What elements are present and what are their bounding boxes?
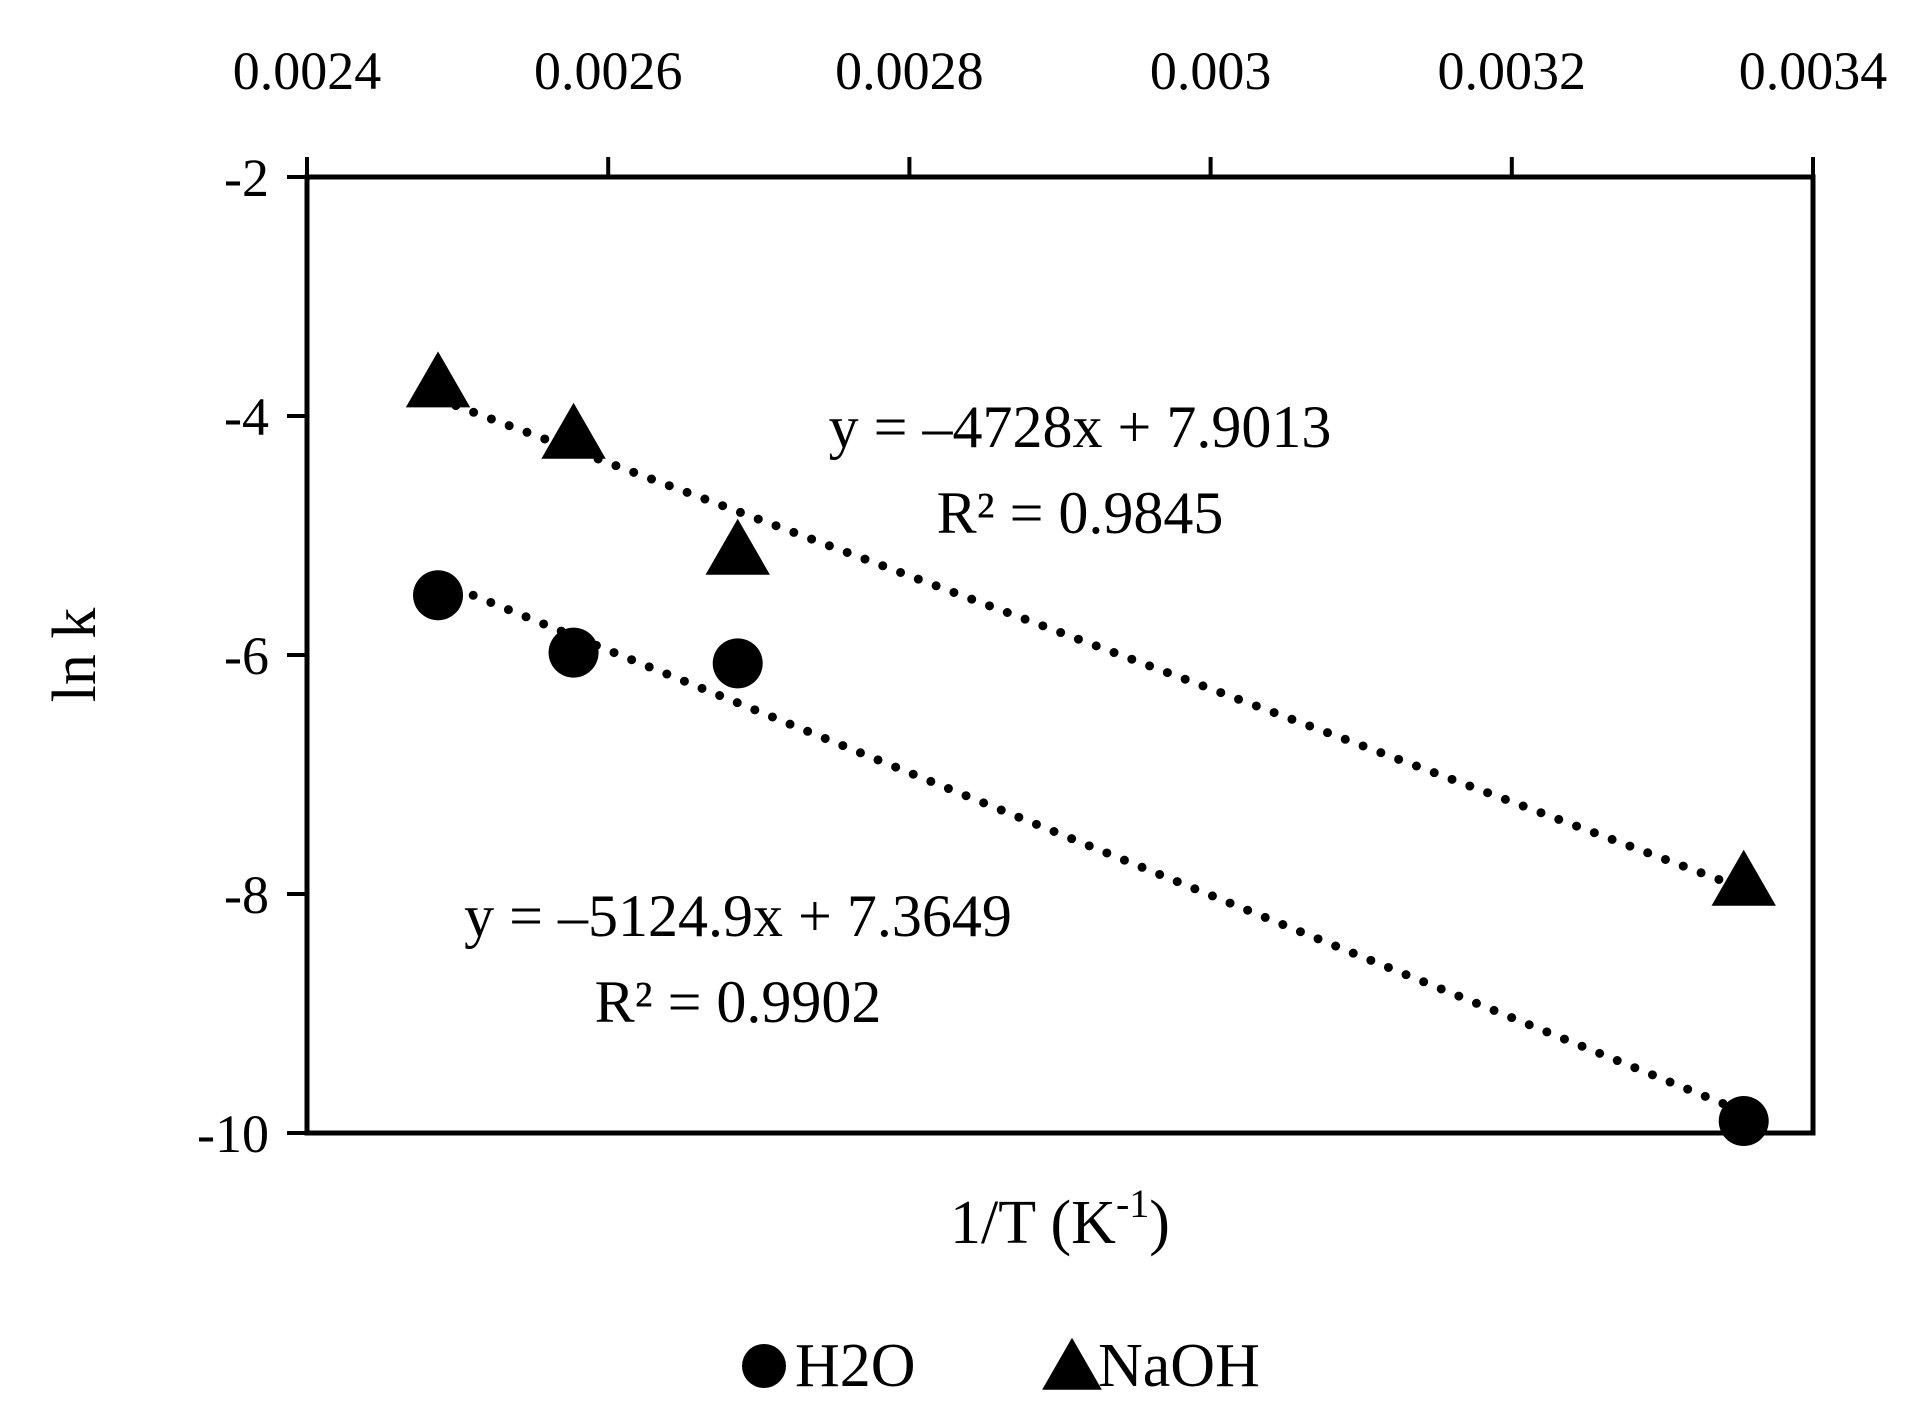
point-h2o [413, 570, 464, 621]
x-tick-label: 0.0032 [1438, 41, 1587, 101]
trendline-h2o [433, 576, 1749, 1117]
legend-label-h2o: H2O [795, 1332, 916, 1400]
legend-marker-h2o [742, 1344, 786, 1388]
y-tick-label: -10 [197, 1104, 269, 1164]
y-tick-label: -6 [224, 626, 269, 686]
legend-marker-naoh [1042, 1337, 1102, 1390]
point-h2o [1718, 1096, 1769, 1147]
point-h2o [548, 627, 599, 678]
legend: H2O NaOH [742, 1332, 1260, 1400]
x-tick-label: 0.0024 [233, 41, 382, 101]
y-tick-label: -2 [224, 148, 269, 208]
naoh-r2-label: R² = 0.9845 [937, 480, 1224, 546]
h2o-equation-label: y = –5124.9x + 7.3649 [464, 883, 1012, 949]
legend-label-naoh: NaOH [1098, 1332, 1260, 1400]
x-tick-label: 0.0034 [1739, 41, 1888, 101]
naoh-equation-label: y = –4728x + 7.9013 [829, 394, 1332, 460]
h2o-r2-label: R² = 0.9902 [595, 969, 882, 1035]
y-axis-title: ln k [41, 608, 109, 703]
point-naoh [405, 351, 471, 408]
trendline-naoh [433, 394, 1749, 894]
label-layer: 0.0024 0.0026 0.0028 0.003 0.0032 0.0034 -2 -4 -… [41, 41, 1887, 1400]
plot-area [287, 157, 1816, 1147]
x-tick-label: 0.003 [1150, 41, 1272, 101]
y-tick-label: -4 [224, 387, 269, 447]
x-tick-label: 0.0026 [534, 41, 683, 101]
y-tick-label: -8 [224, 865, 269, 925]
x-tick-label: 0.0028 [835, 41, 984, 101]
point-naoh [541, 402, 606, 459]
point-naoh [705, 518, 770, 575]
point-naoh [1711, 849, 1776, 906]
point-h2o [712, 638, 763, 689]
x-axis-title: 1/T (K-1) [950, 1181, 1170, 1257]
